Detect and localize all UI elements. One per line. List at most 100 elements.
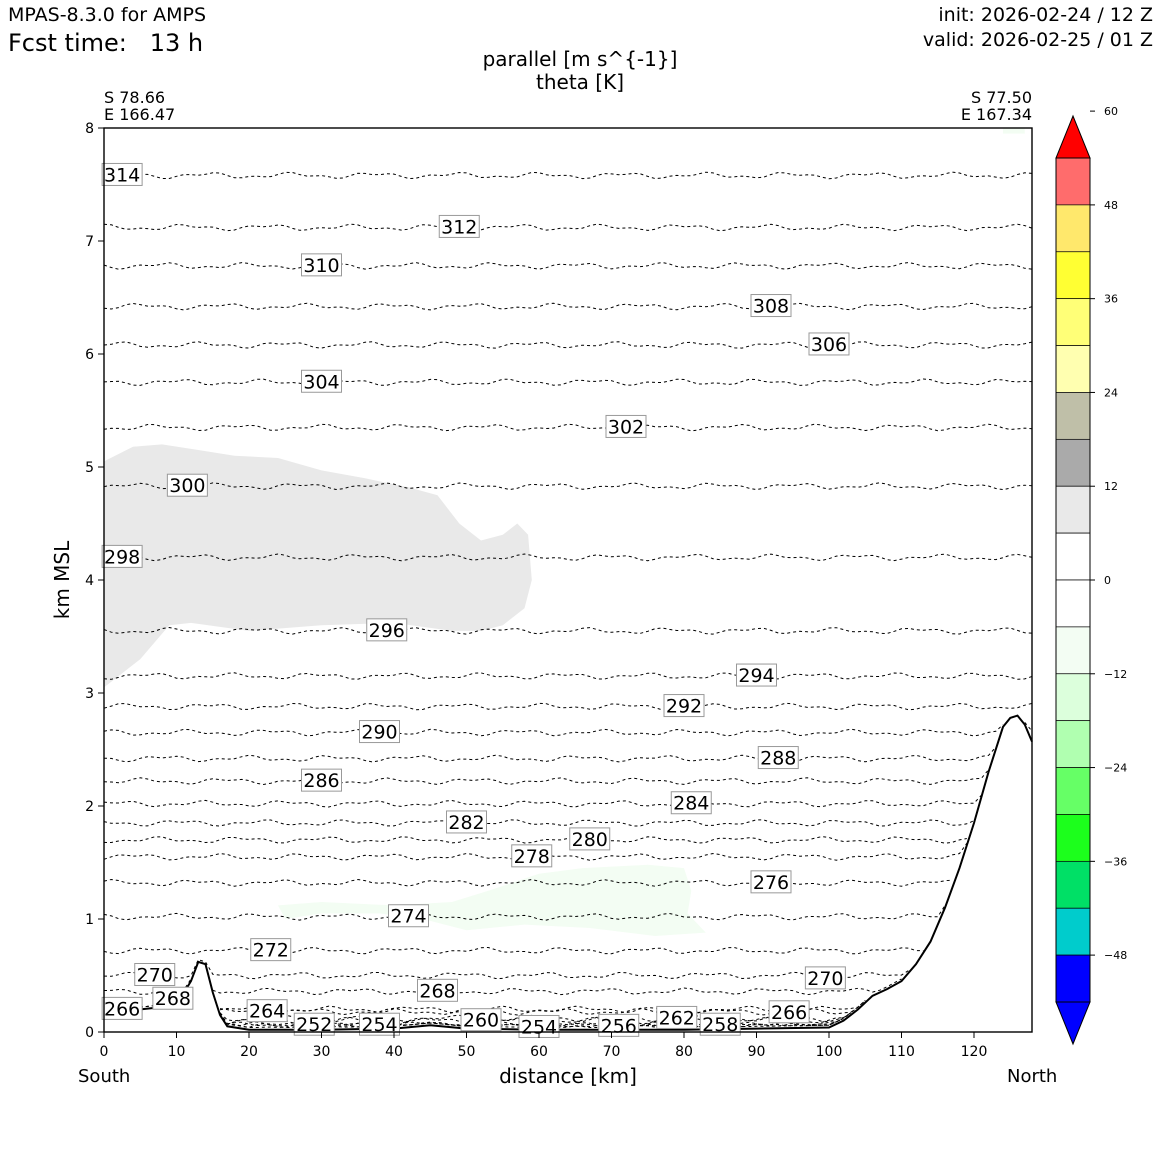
contour-label-text: 276 — [753, 872, 789, 894]
section-start-coords: S 78.66 E 166.47 — [104, 89, 175, 123]
contour-label-text: 294 — [738, 665, 774, 687]
x-tick-label: 30 — [313, 1044, 331, 1060]
contour-label-text: 312 — [441, 216, 477, 238]
contour-label-text: 306 — [811, 334, 847, 356]
shaded-region — [104, 444, 532, 688]
contour-label-box — [446, 810, 487, 834]
colorbar-segment — [1055, 767, 1091, 815]
y-tick-label: 0 — [85, 1025, 94, 1041]
y-axis-label: km MSL — [50, 540, 74, 619]
contour-label: 262 — [656, 1005, 698, 1029]
contour-label-box — [804, 966, 846, 990]
x-tick-label: 0 — [100, 1044, 109, 1060]
theta-contour — [103, 302, 1033, 311]
x-tick-label: 90 — [748, 1044, 766, 1060]
contour-label-text: 254 — [521, 1016, 557, 1038]
theta-contour — [103, 746, 997, 763]
contour-label-text: 298 — [104, 546, 140, 568]
contour-label: 270 — [804, 966, 846, 990]
colorbar-segment — [1055, 532, 1091, 581]
contour-label-box — [359, 1012, 400, 1036]
section-end-coords: S 77.50 E 167.34 — [961, 89, 1032, 123]
contour-labels: 314 312 310 308 306 304 302 300 298 296 294 292 290 2… — [101, 162, 850, 1038]
theta-contour — [103, 836, 967, 844]
contour-label-text: 284 — [673, 793, 709, 815]
x-tick-label: 10 — [168, 1044, 186, 1060]
contour-label-box — [359, 720, 400, 744]
colorbar-segment — [1055, 392, 1091, 440]
contour-label-box — [166, 473, 208, 497]
contour-label-text: 310 — [303, 255, 339, 277]
theta-contour — [103, 819, 975, 827]
plot-title: parallel [m s^{-1}] theta [K] — [483, 48, 678, 94]
colorbar-segment — [1055, 204, 1091, 253]
theta-contour — [103, 482, 1033, 491]
x-tick-label: 70 — [603, 1044, 621, 1060]
contour-label-text: 308 — [753, 296, 789, 318]
theta-contour — [103, 223, 1033, 232]
contour-label-box — [656, 1005, 698, 1029]
colorbar-tick-label: −24 — [1104, 762, 1127, 775]
contour-label-text: 266 — [104, 998, 140, 1020]
theta-contour — [103, 722, 1033, 737]
init-time: init: 2026-02-24 / 12 Z — [938, 4, 1153, 26]
contour-label-text: 314 — [104, 164, 140, 186]
contour-label-text: 254 — [361, 1014, 397, 1036]
contour-label-box — [750, 870, 792, 894]
x-tick-label: 100 — [816, 1044, 843, 1060]
forecast-time: Fcst time: 13 h — [8, 29, 203, 57]
theta-contour — [103, 794, 982, 808]
y-tick-label: 4 — [85, 573, 94, 589]
theta-contour — [103, 946, 924, 955]
x-axis-label: distance [km] — [499, 1064, 637, 1088]
contour-label: 278 — [511, 844, 553, 868]
contour-label-text: 252 — [296, 1014, 332, 1036]
theta-contour — [103, 423, 1033, 432]
contour-label-box — [438, 214, 480, 238]
contour-label-box — [750, 294, 792, 318]
colorbar-tick-label: −12 — [1104, 668, 1127, 681]
contour-label-text: 292 — [666, 696, 702, 718]
valid-time: valid: 2026-02-25 / 01 Z — [922, 29, 1153, 51]
x-tick-label: 40 — [385, 1044, 403, 1060]
end-lat: S 77.50 — [970, 88, 1032, 107]
contour-label-text: 256 — [601, 1015, 637, 1037]
colorbar-segment — [1055, 673, 1091, 722]
axes: 0 10 20 30 40 50 60 70 80 90 100 110 120 0 1 2 3 4 5 6 7 8 km … — [50, 121, 1033, 1060]
y-tick-label: 6 — [85, 347, 94, 363]
chart-subtitle: theta [K] — [536, 70, 624, 94]
forecast-time-value: 13 h — [149, 29, 204, 57]
contour-label-box — [152, 986, 194, 1010]
contour-label: 296 — [366, 618, 408, 642]
contour-label-text: 278 — [514, 846, 550, 868]
contour-label-box — [663, 694, 705, 718]
theta-contour — [103, 702, 1033, 711]
contour-label: 284 — [670, 791, 712, 815]
theta-contour — [103, 171, 1033, 180]
contour-label: 308 — [750, 294, 792, 318]
colorbar-tick-label: −36 — [1104, 855, 1127, 868]
y-tick-label: 1 — [85, 912, 94, 928]
contour-label: 272 — [250, 938, 292, 962]
colorbar-segment — [1055, 954, 1091, 1003]
contour-label-box — [293, 1012, 335, 1036]
colorbar-segment — [1055, 860, 1091, 909]
contour-label: 300 — [166, 473, 208, 497]
colorbar-segment — [1055, 345, 1091, 393]
contour-label-text: 302 — [608, 416, 644, 438]
contour-label: 274 — [388, 904, 429, 928]
theta-contour — [103, 959, 910, 980]
contour-label-box — [366, 618, 408, 642]
colorbar-tick-label: 36 — [1104, 293, 1118, 306]
contour-label-box — [736, 663, 777, 687]
forecast-time-label: Fcst time: — [8, 29, 127, 57]
contour-label-text: 272 — [253, 940, 289, 962]
colorbar-segment — [1055, 579, 1091, 628]
theta-contour — [103, 626, 1033, 635]
theta-contour — [103, 978, 902, 996]
colorbar-tick-label: 0 — [1104, 574, 1111, 587]
colorbar-segment — [1055, 907, 1091, 956]
contour-label-box — [246, 999, 288, 1023]
theta-contour — [103, 878, 953, 887]
